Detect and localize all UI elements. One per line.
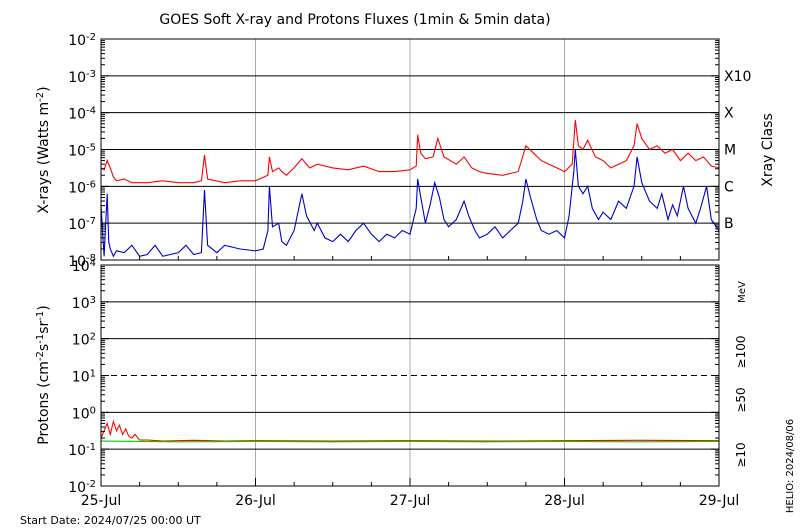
- chart-title: GOES Soft X-ray and Protons Fluxes (1min…: [159, 12, 550, 28]
- y-tick-label: 10-7: [68, 216, 96, 234]
- x-axis: 25-Jul 26-Jul 27-Jul 28-Jul 29-Jul: [81, 256, 740, 509]
- y-tick-label: 102: [72, 331, 96, 349]
- y-tick-label: 10-2: [68, 479, 96, 497]
- start-date-label: Start Date: 2024/07/25 00:00 UT: [20, 514, 201, 527]
- x-tick-label: 26-Jul: [235, 493, 276, 509]
- y-tick-label: 104: [72, 258, 96, 276]
- energy-channel-label: ≥50: [734, 387, 748, 412]
- series-line: [100, 419, 720, 442]
- x-tick-label: 28-Jul: [544, 493, 585, 509]
- y-tick-label: 103: [72, 294, 96, 312]
- xray-class-label: B: [724, 216, 734, 232]
- series-line: [100, 440, 720, 443]
- xray-class-label: X: [724, 106, 734, 122]
- helio-stamp: HELIO: 2024/08/06: [785, 419, 796, 513]
- y-tick-label: 10-2: [68, 32, 96, 50]
- xray-class-label: X10: [724, 69, 751, 85]
- xray-y-axis-label: X-rays (Watts m-2): [35, 86, 53, 213]
- xray-class-label: M: [724, 143, 736, 159]
- y-tick-label: 10-6: [68, 179, 96, 197]
- xray-panel: 10-8 10-7 10-6 10-5 10-4 10-3 10-2 B C M X X10 Xra…: [35, 32, 777, 271]
- y-tick-label: 10-8: [68, 253, 96, 271]
- y-tick-label: 100: [72, 405, 96, 423]
- xray-class-axis-title: Xray Class: [760, 113, 776, 187]
- y-tick-label: 10-3: [68, 68, 96, 86]
- energy-channel-label: ≥10: [734, 442, 748, 467]
- series-line: [100, 119, 720, 184]
- proton-y-axis-label: Protons (cm-2s-1sr-1): [35, 305, 53, 444]
- xray-class-label: C: [724, 179, 734, 195]
- y-tick-label: 10-1: [68, 442, 96, 460]
- energy-channel-label: ≥100: [734, 336, 748, 369]
- x-tick-label: 29-Jul: [699, 493, 740, 509]
- y-tick-label: 10-4: [68, 105, 96, 123]
- proton-panel: 10-2 10-1 100 101 102 103 104 MeV ≥100 ≥50 ≥10 Pr…: [35, 258, 749, 497]
- x-tick-label: 27-Jul: [390, 493, 431, 509]
- series-line: [100, 149, 720, 258]
- energy-unit-label: MeV: [737, 281, 748, 303]
- y-tick-label: 10-5: [68, 142, 96, 160]
- x-tick-label: 25-Jul: [81, 493, 122, 509]
- y-tick-label: 101: [72, 368, 96, 386]
